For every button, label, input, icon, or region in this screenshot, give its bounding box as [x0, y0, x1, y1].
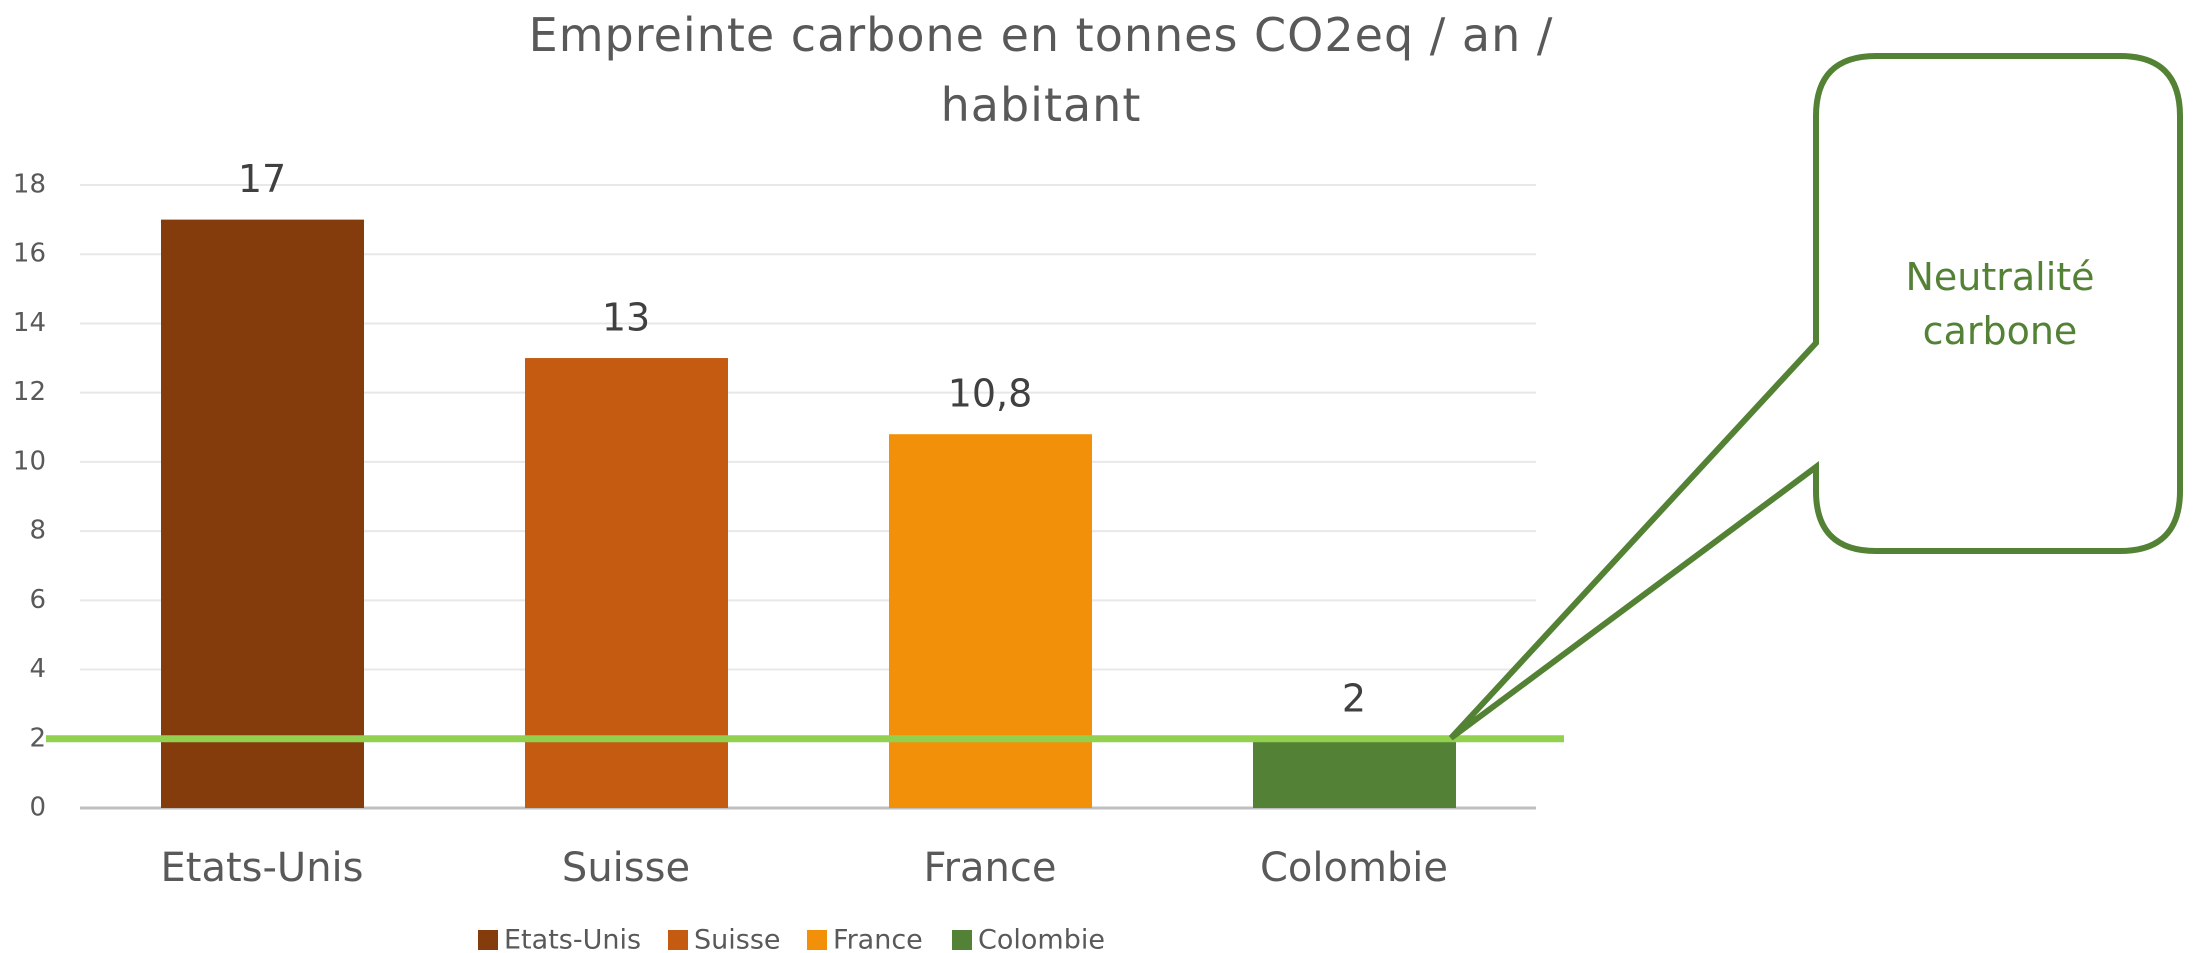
- bar: [525, 358, 728, 808]
- data-label: 10,8: [948, 372, 1033, 416]
- y-tick-label: 12: [13, 377, 46, 407]
- y-tick-label: 6: [29, 585, 46, 615]
- y-tick-label: 8: [29, 516, 46, 546]
- legend-swatch: [807, 930, 827, 950]
- data-label: 2: [1342, 676, 1366, 720]
- bar: [1253, 738, 1456, 808]
- y-tick-label: 10: [13, 446, 46, 476]
- x-tick-label: France: [923, 845, 1056, 891]
- legend-swatch: [668, 930, 688, 950]
- chart-title: Empreinte carbone en tonnes CO2eq / an /…: [528, 8, 1554, 132]
- legend-label: Suisse: [694, 925, 781, 953]
- data-label: 13: [602, 296, 650, 340]
- x-tick-label: Etats-Unis: [160, 845, 363, 891]
- bar: [161, 219, 364, 809]
- y-tick-label: 18: [13, 170, 46, 200]
- bar: [889, 434, 1092, 808]
- legend-label: France: [833, 925, 923, 953]
- legend-label: Etats-Unis: [504, 925, 641, 953]
- x-tick-label: Colombie: [1260, 845, 1448, 891]
- data-label: 17: [238, 157, 286, 201]
- y-tick-label: 4: [29, 654, 46, 684]
- y-tick-label: 14: [13, 308, 46, 338]
- y-tick-label: 16: [13, 239, 46, 269]
- legend-swatch: [952, 930, 972, 950]
- legend-label: Colombie: [978, 925, 1105, 953]
- x-tick-label: Suisse: [562, 845, 690, 891]
- legend-swatch: [478, 930, 498, 950]
- y-tick-label: 2: [29, 723, 46, 753]
- annotation: Neutralité carbone: [1905, 255, 2095, 353]
- callout-box: [1448, 53, 2183, 741]
- y-tick-label: 0: [29, 793, 46, 823]
